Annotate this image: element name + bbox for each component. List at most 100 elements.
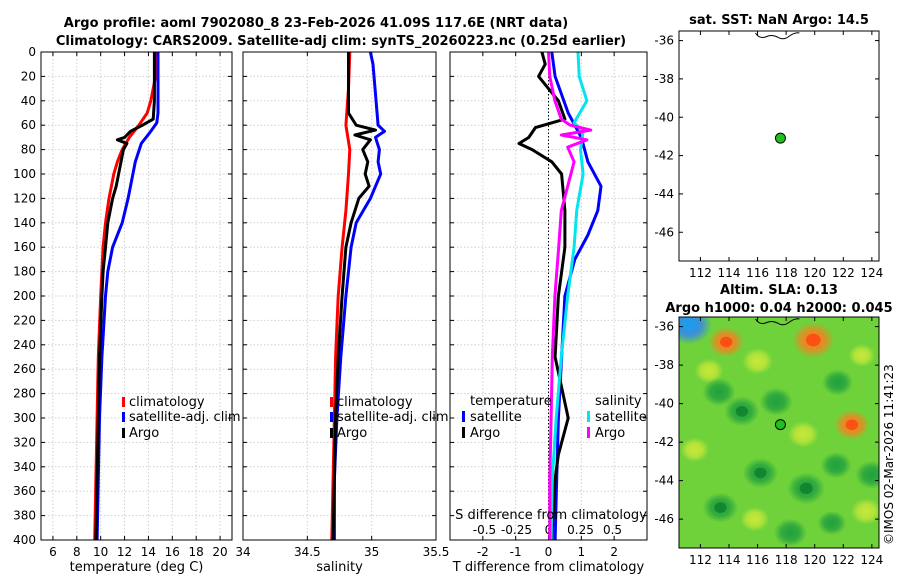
- x-tick-label: 12: [117, 545, 132, 559]
- depth-tick-label: 60: [21, 118, 36, 132]
- sla-anomaly-core: [799, 482, 813, 494]
- depth-tick-label: 0: [28, 45, 36, 59]
- depth-tick-label: 260: [13, 362, 36, 376]
- sla-anomaly-blob: [850, 498, 879, 525]
- x-tick-label: -2: [477, 545, 489, 559]
- legend-swatch-satellite-adj-clim: [330, 412, 333, 422]
- sla-anomaly-blob: [848, 344, 876, 367]
- depth-tick-label: 220: [13, 313, 36, 327]
- sla-anomaly-blob: [742, 348, 774, 375]
- series-line-s-satellite: [549, 51, 589, 541]
- x-tick-label: 18: [189, 545, 204, 559]
- lon-tick-label: 112: [689, 553, 712, 567]
- lat-tick-label: -42: [654, 149, 674, 163]
- argo-position-marker: [774, 419, 786, 431]
- x-tick-label: 8: [73, 545, 81, 559]
- lon-tick-label: 120: [803, 266, 826, 280]
- sla-map-title-line1: Altim. SLA: 0.13: [720, 283, 838, 298]
- sla-anomaly-blob: [822, 369, 854, 396]
- x-tick-label: 34: [235, 545, 250, 559]
- sla-heatmap: [679, 317, 879, 548]
- legend-label-argo: Argo: [337, 426, 367, 441]
- x-axis-label: salinity: [316, 560, 363, 575]
- depth-tick-label: 20: [21, 69, 36, 83]
- depth-tick-label: 280: [13, 387, 36, 401]
- sla-anomaly-blob: [787, 421, 819, 448]
- x-tick-label: 2: [610, 545, 618, 559]
- map-frame: [678, 30, 880, 262]
- lon-tick-label: 124: [860, 266, 883, 280]
- x-tick-label: 1: [578, 545, 586, 559]
- legend-swatch-s-argo: [587, 427, 590, 438]
- s-tick-label: -0.5: [473, 523, 496, 537]
- lon-tick-label: 114: [718, 553, 741, 567]
- sla-anomaly-core: [754, 467, 767, 479]
- legend-label-t-argo: Argo: [470, 426, 500, 441]
- sla-map-panel: Altim. SLA: 0.13 Argo h1000: 0.04 h2000: …: [654, 283, 892, 567]
- series-line-satellite-adj-clim: [95, 52, 160, 541]
- lat-tick-label: -38: [654, 358, 674, 372]
- x-tick-label: 14: [141, 545, 156, 559]
- depth-tick-label: 380: [13, 509, 36, 523]
- figure-title-line2: Climatology: CARS2009. Satellite-adj cli…: [56, 34, 626, 49]
- plot-frame: [449, 51, 648, 541]
- x-tick-label: 35.5: [423, 545, 450, 559]
- sst-map-panel: sat. SST: NaN Argo: 14.5 112 114 116 118 120 1…: [654, 13, 883, 280]
- imos-timestamp: ©IMOS 02-Mar-2026 11:41:23: [882, 364, 896, 545]
- sla-anomaly-blob: [740, 506, 770, 532]
- x-tick-label: -1: [510, 545, 522, 559]
- salinity-profile-panel: 34 34.5 35 35.5 salinity: [235, 51, 450, 575]
- lat-tick-label: -42: [654, 435, 674, 449]
- figure-title-line1: Argo profile: aoml 7902080_8 23-Feb-2026…: [64, 16, 568, 31]
- s-tick-label: -0.25: [501, 523, 532, 537]
- legend-label-climatology: climatology: [337, 395, 413, 410]
- depth-tick-label: 40: [21, 94, 36, 108]
- lon-tick-label: 112: [689, 266, 712, 280]
- depth-tick-label: 200: [13, 289, 36, 303]
- lat-tick-label: -36: [654, 320, 674, 334]
- lon-tick-label: 116: [746, 266, 769, 280]
- legend-label-argo: Argo: [129, 426, 159, 441]
- sla-anomaly-core: [735, 406, 749, 417]
- series-line-satellite-adj-clim: [332, 51, 386, 540]
- temperature-legend: climatology satellite-adj. clim Argo: [122, 395, 241, 441]
- lon-tick-label: 116: [746, 553, 769, 567]
- lat-tick-label: -36: [654, 34, 674, 48]
- legend-swatch-climatology: [122, 397, 125, 407]
- plot-frame: [40, 51, 233, 541]
- series-line-s-argo: [547, 51, 593, 540]
- legend-label-satellite-adj-clim: satellite-adj. clim: [129, 410, 241, 425]
- sla-anomaly-core: [845, 419, 859, 431]
- lon-tick-label: 122: [832, 553, 855, 567]
- x-tick-label: 34.5: [294, 545, 321, 559]
- depth-tick-label: 360: [13, 484, 36, 498]
- lon-tick-label: 118: [775, 266, 798, 280]
- plot-frame: [242, 51, 437, 541]
- x-tick-label: 20: [212, 545, 227, 559]
- sla-map-title-line2: Argo h1000: 0.04 h2000: 0.045: [665, 301, 892, 316]
- sla-anomaly-blob: [759, 387, 793, 416]
- lat-tick-label: -46: [654, 512, 674, 526]
- s-tick-label: 0.5: [603, 523, 622, 537]
- depth-tick-label: 120: [13, 191, 36, 205]
- legend-swatch-climatology: [330, 397, 333, 407]
- x-tick-label: 10: [93, 545, 108, 559]
- legend-label-satellite-adj-clim: satellite-adj. clim: [337, 410, 449, 425]
- legend-title-salinity: salinity: [595, 394, 642, 409]
- legend-title-temperature: temperature: [470, 394, 552, 409]
- lat-tick-label: -40: [654, 397, 674, 411]
- legend-swatch-t-satellite: [462, 411, 465, 422]
- legend-label-s-argo: Argo: [595, 426, 625, 441]
- series-line-argo: [331, 52, 377, 541]
- lon-tick-label: 122: [832, 266, 855, 280]
- series-line-t-satellite: [550, 51, 603, 541]
- series-line-argo: [94, 52, 156, 541]
- depth-tick-label: 340: [13, 460, 36, 474]
- legend-label-climatology: climatology: [129, 395, 205, 410]
- salinity-legend: climatology satellite-adj. clim Argo: [330, 395, 449, 441]
- depth-tick-label: 400: [13, 533, 36, 547]
- depth-tick-label: 140: [13, 216, 36, 230]
- sla-anomaly-blob: [817, 510, 847, 536]
- sla-anomaly-blob: [680, 437, 710, 463]
